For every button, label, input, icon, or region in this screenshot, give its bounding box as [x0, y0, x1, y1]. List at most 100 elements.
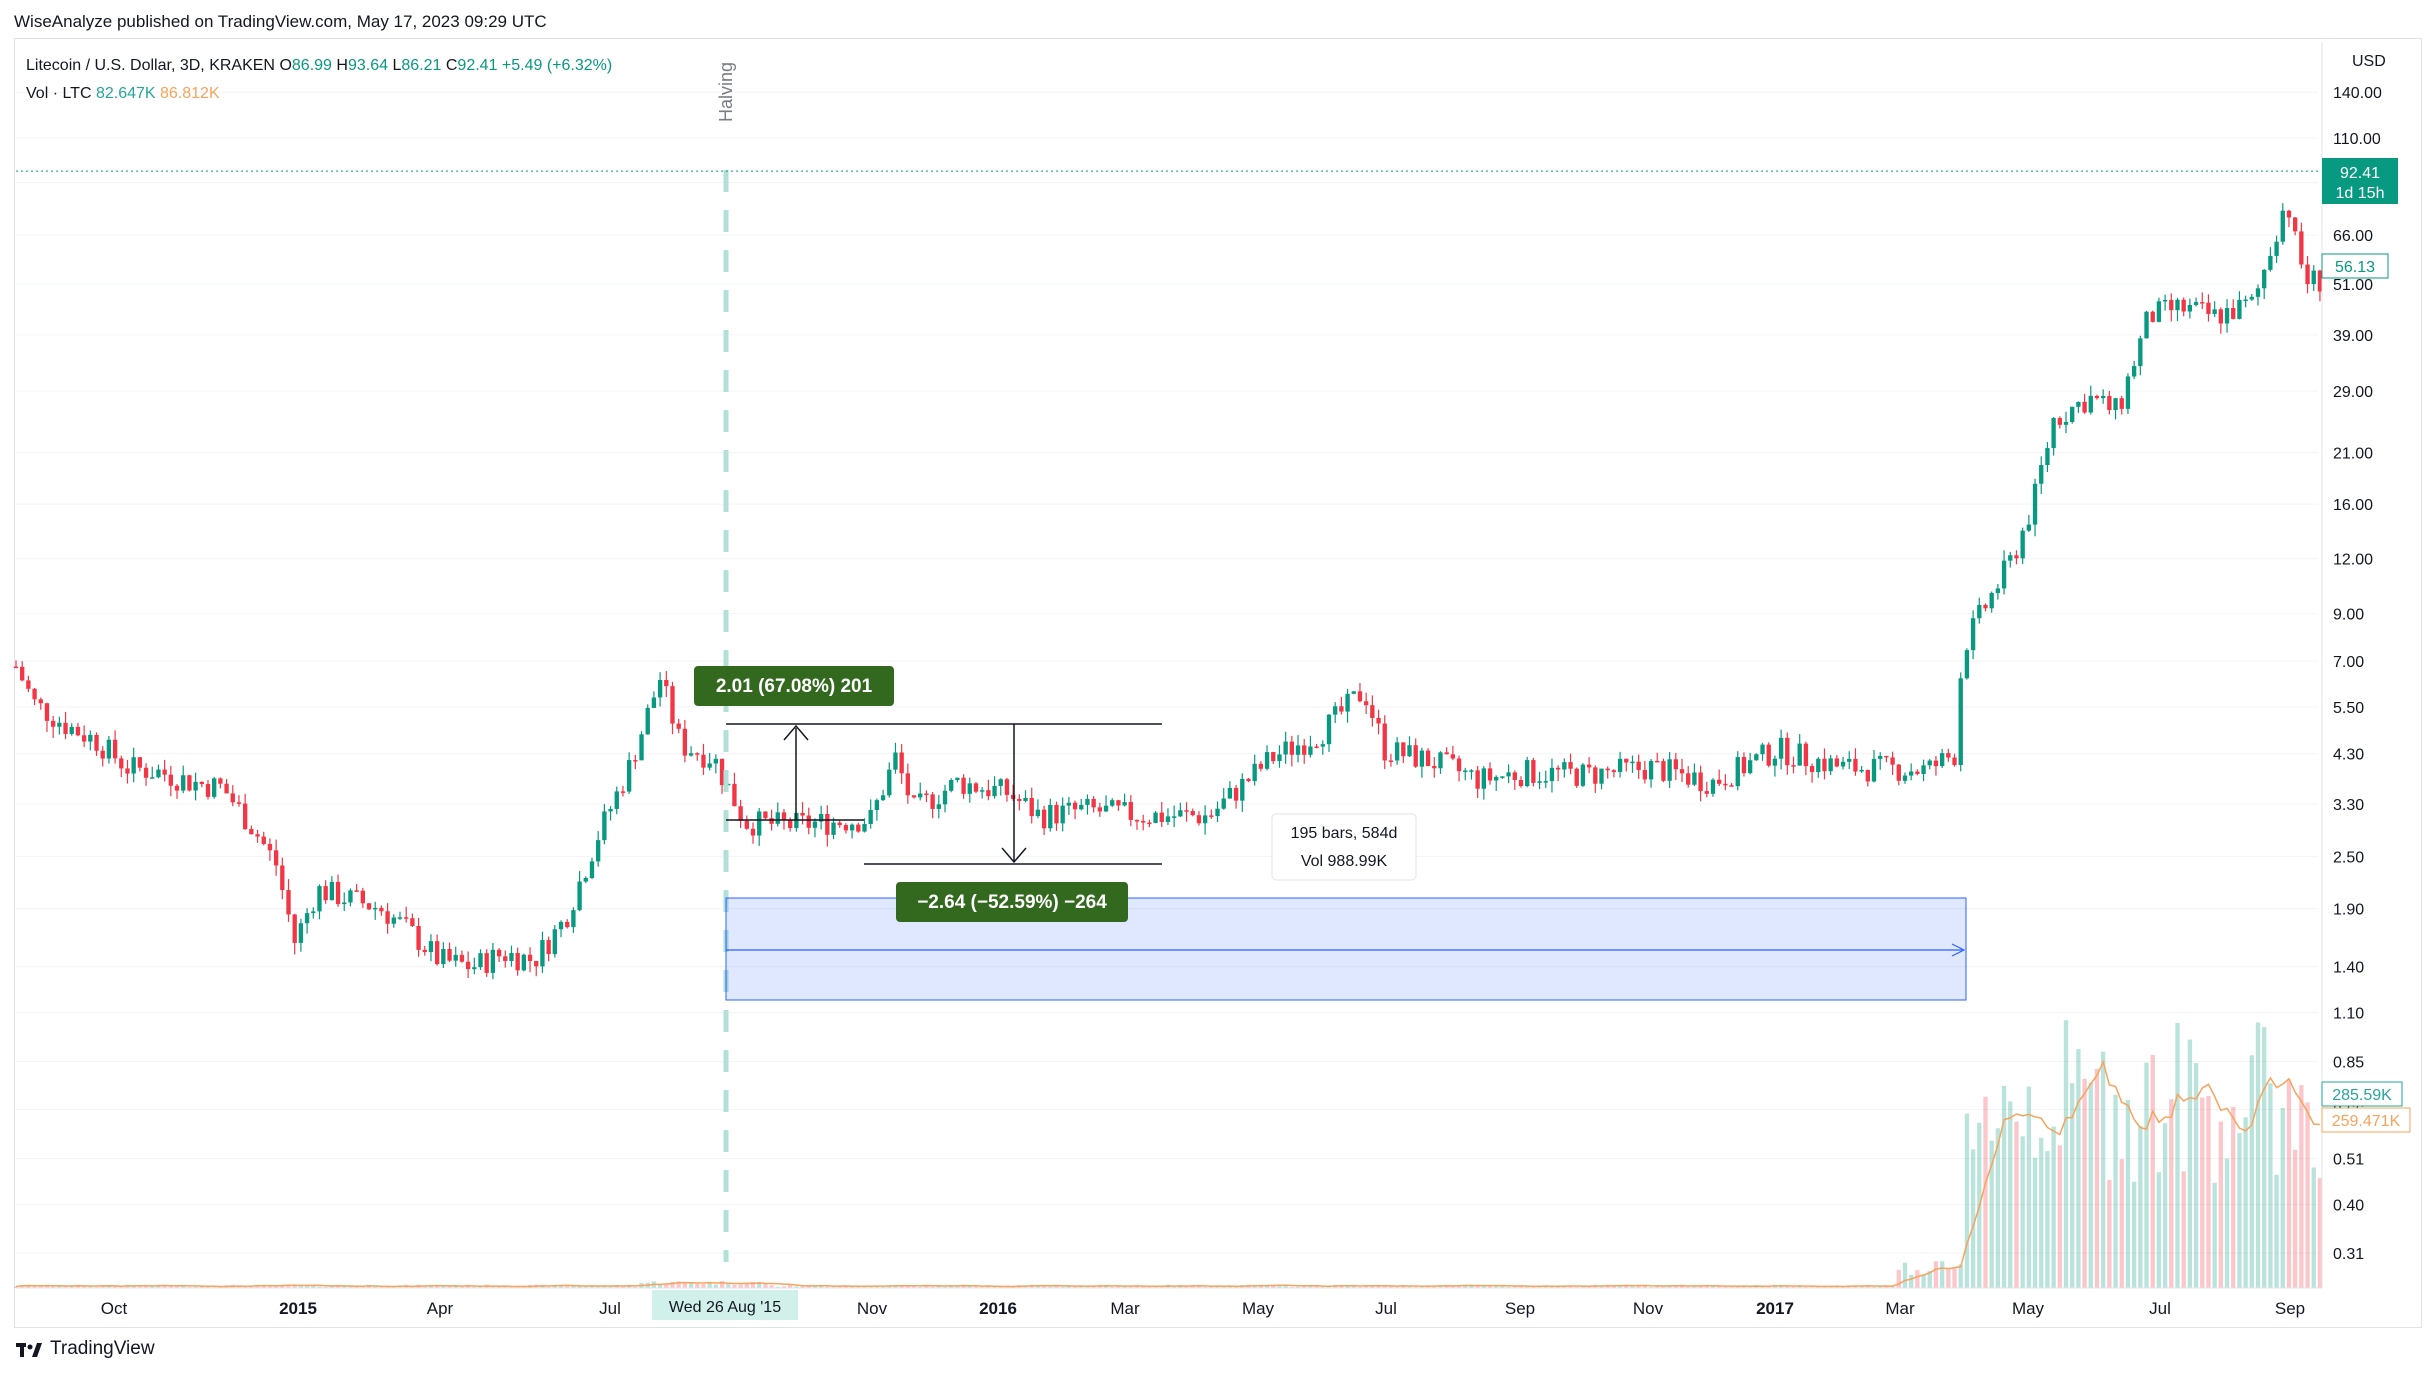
volume-bar[interactable]: [763, 1283, 768, 1288]
volume-bar[interactable]: [2274, 1174, 2279, 1288]
volume-bar[interactable]: [2311, 1167, 2316, 1288]
candle-body[interactable]: [874, 800, 880, 810]
candle-body[interactable]: [1048, 804, 1053, 829]
legend-symbol[interactable]: Litecoin / U.S. Dollar, 3D, KRAKEN: [26, 57, 275, 74]
candle-body[interactable]: [1506, 772, 1511, 777]
volume-bar[interactable]: [2125, 1099, 2131, 1288]
volume-bar[interactable]: [899, 1285, 904, 1288]
candle-body[interactable]: [292, 914, 297, 943]
last-price-tag[interactable]: [2322, 158, 2398, 204]
volume-bar[interactable]: [2268, 1083, 2273, 1288]
candle-body[interactable]: [2138, 338, 2143, 367]
candle-body[interactable]: [1463, 770, 1468, 773]
candle-body[interactable]: [1593, 767, 1598, 784]
volume-bar[interactable]: [1735, 1286, 1740, 1288]
volume-bar[interactable]: [1661, 1286, 1666, 1288]
candle-body[interactable]: [955, 777, 960, 780]
volume-bar[interactable]: [162, 1285, 167, 1288]
volume-bar[interactable]: [1828, 1286, 1833, 1288]
candle-body[interactable]: [924, 793, 929, 796]
volume-bar[interactable]: [472, 1286, 477, 1288]
volume-bar[interactable]: [1525, 1286, 1530, 1288]
candle-body[interactable]: [298, 923, 304, 943]
candle-body[interactable]: [1004, 779, 1010, 795]
volume-bar[interactable]: [1277, 1284, 1282, 1288]
candle-body[interactable]: [1252, 763, 1257, 782]
candle-body[interactable]: [707, 763, 712, 768]
volume-bar[interactable]: [50, 1286, 56, 1288]
volume-bar[interactable]: [1766, 1286, 1771, 1288]
volume-bar[interactable]: [1054, 1285, 1059, 1288]
volume-bar[interactable]: [1463, 1285, 1468, 1288]
volume-bar[interactable]: [13, 1286, 19, 1288]
volume-bar[interactable]: [335, 1285, 341, 1288]
candle-body[interactable]: [397, 917, 403, 919]
candle-body[interactable]: [1060, 805, 1065, 824]
candle-body[interactable]: [701, 754, 706, 768]
volume-bar[interactable]: [608, 1286, 613, 1288]
candle-body[interactable]: [2218, 309, 2224, 324]
candle-body[interactable]: [1432, 766, 1437, 769]
candle-body[interactable]: [490, 949, 496, 973]
volume-bar[interactable]: [2292, 1149, 2298, 1288]
candle-body[interactable]: [893, 752, 898, 770]
volume-bar[interactable]: [2026, 1086, 2032, 1288]
volume-bar[interactable]: [676, 1281, 681, 1288]
candle-body[interactable]: [682, 728, 688, 756]
volume-bar[interactable]: [1785, 1286, 1790, 1288]
volume-bar[interactable]: [2280, 1107, 2285, 1288]
volume-bar[interactable]: [1791, 1286, 1796, 1288]
volume-bar[interactable]: [750, 1281, 756, 1288]
candle-body[interactable]: [447, 948, 452, 961]
volume-bar[interactable]: [453, 1285, 458, 1288]
candle-body[interactable]: [1184, 810, 1189, 812]
candle-body[interactable]: [156, 769, 161, 778]
candle-body[interactable]: [1512, 772, 1517, 780]
volume-bar[interactable]: [1128, 1285, 1133, 1288]
candle-body[interactable]: [1295, 745, 1301, 755]
candle-body[interactable]: [1190, 811, 1195, 816]
candle-body[interactable]: [750, 828, 756, 836]
candle-body[interactable]: [2268, 255, 2273, 270]
volume-bar[interactable]: [2243, 1117, 2248, 1288]
candle-body[interactable]: [2317, 270, 2323, 292]
candle-body[interactable]: [69, 726, 74, 734]
volume-bar[interactable]: [1580, 1286, 1586, 1288]
candle-body[interactable]: [1574, 768, 1579, 786]
candle-body[interactable]: [410, 918, 415, 926]
candle-body[interactable]: [670, 686, 675, 724]
candle-body[interactable]: [199, 781, 204, 785]
candle-body[interactable]: [13, 666, 19, 669]
candle-body[interactable]: [664, 679, 669, 687]
candle-body[interactable]: [385, 911, 390, 924]
volume-bar[interactable]: [1295, 1286, 1301, 1288]
volume-bar[interactable]: [410, 1286, 415, 1288]
volume-bar[interactable]: [1878, 1286, 1883, 1288]
volume-bar[interactable]: [1339, 1285, 1344, 1288]
candle-body[interactable]: [1983, 604, 1988, 609]
candle-body[interactable]: [589, 861, 595, 879]
candle-body[interactable]: [1469, 770, 1474, 772]
candle-body[interactable]: [1475, 770, 1480, 789]
candle-body[interactable]: [998, 779, 1003, 786]
volume-bar[interactable]: [626, 1285, 632, 1288]
volume-bar[interactable]: [2045, 1151, 2050, 1288]
volume-bar[interactable]: [2262, 1027, 2267, 1288]
volume-bar[interactable]: [1909, 1274, 1914, 1288]
candle-body[interactable]: [1363, 701, 1369, 706]
candle-body[interactable]: [2274, 241, 2279, 256]
volume-bar[interactable]: [1512, 1286, 1517, 1288]
volume-bar[interactable]: [1933, 1261, 1939, 1288]
volume-bar[interactable]: [1642, 1285, 1648, 1288]
candle-body[interactable]: [942, 790, 948, 805]
candle-body[interactable]: [1636, 761, 1641, 770]
candle-body[interactable]: [1859, 769, 1864, 772]
candle-body[interactable]: [1686, 773, 1691, 785]
candle-body[interactable]: [1958, 678, 1963, 765]
volume-bar[interactable]: [503, 1286, 508, 1288]
volume-bar[interactable]: [682, 1282, 688, 1288]
volume-bar[interactable]: [1698, 1286, 1703, 1288]
volume-bar[interactable]: [657, 1284, 663, 1288]
candle-body[interactable]: [88, 734, 93, 742]
volume-bar[interactable]: [26, 1285, 31, 1288]
